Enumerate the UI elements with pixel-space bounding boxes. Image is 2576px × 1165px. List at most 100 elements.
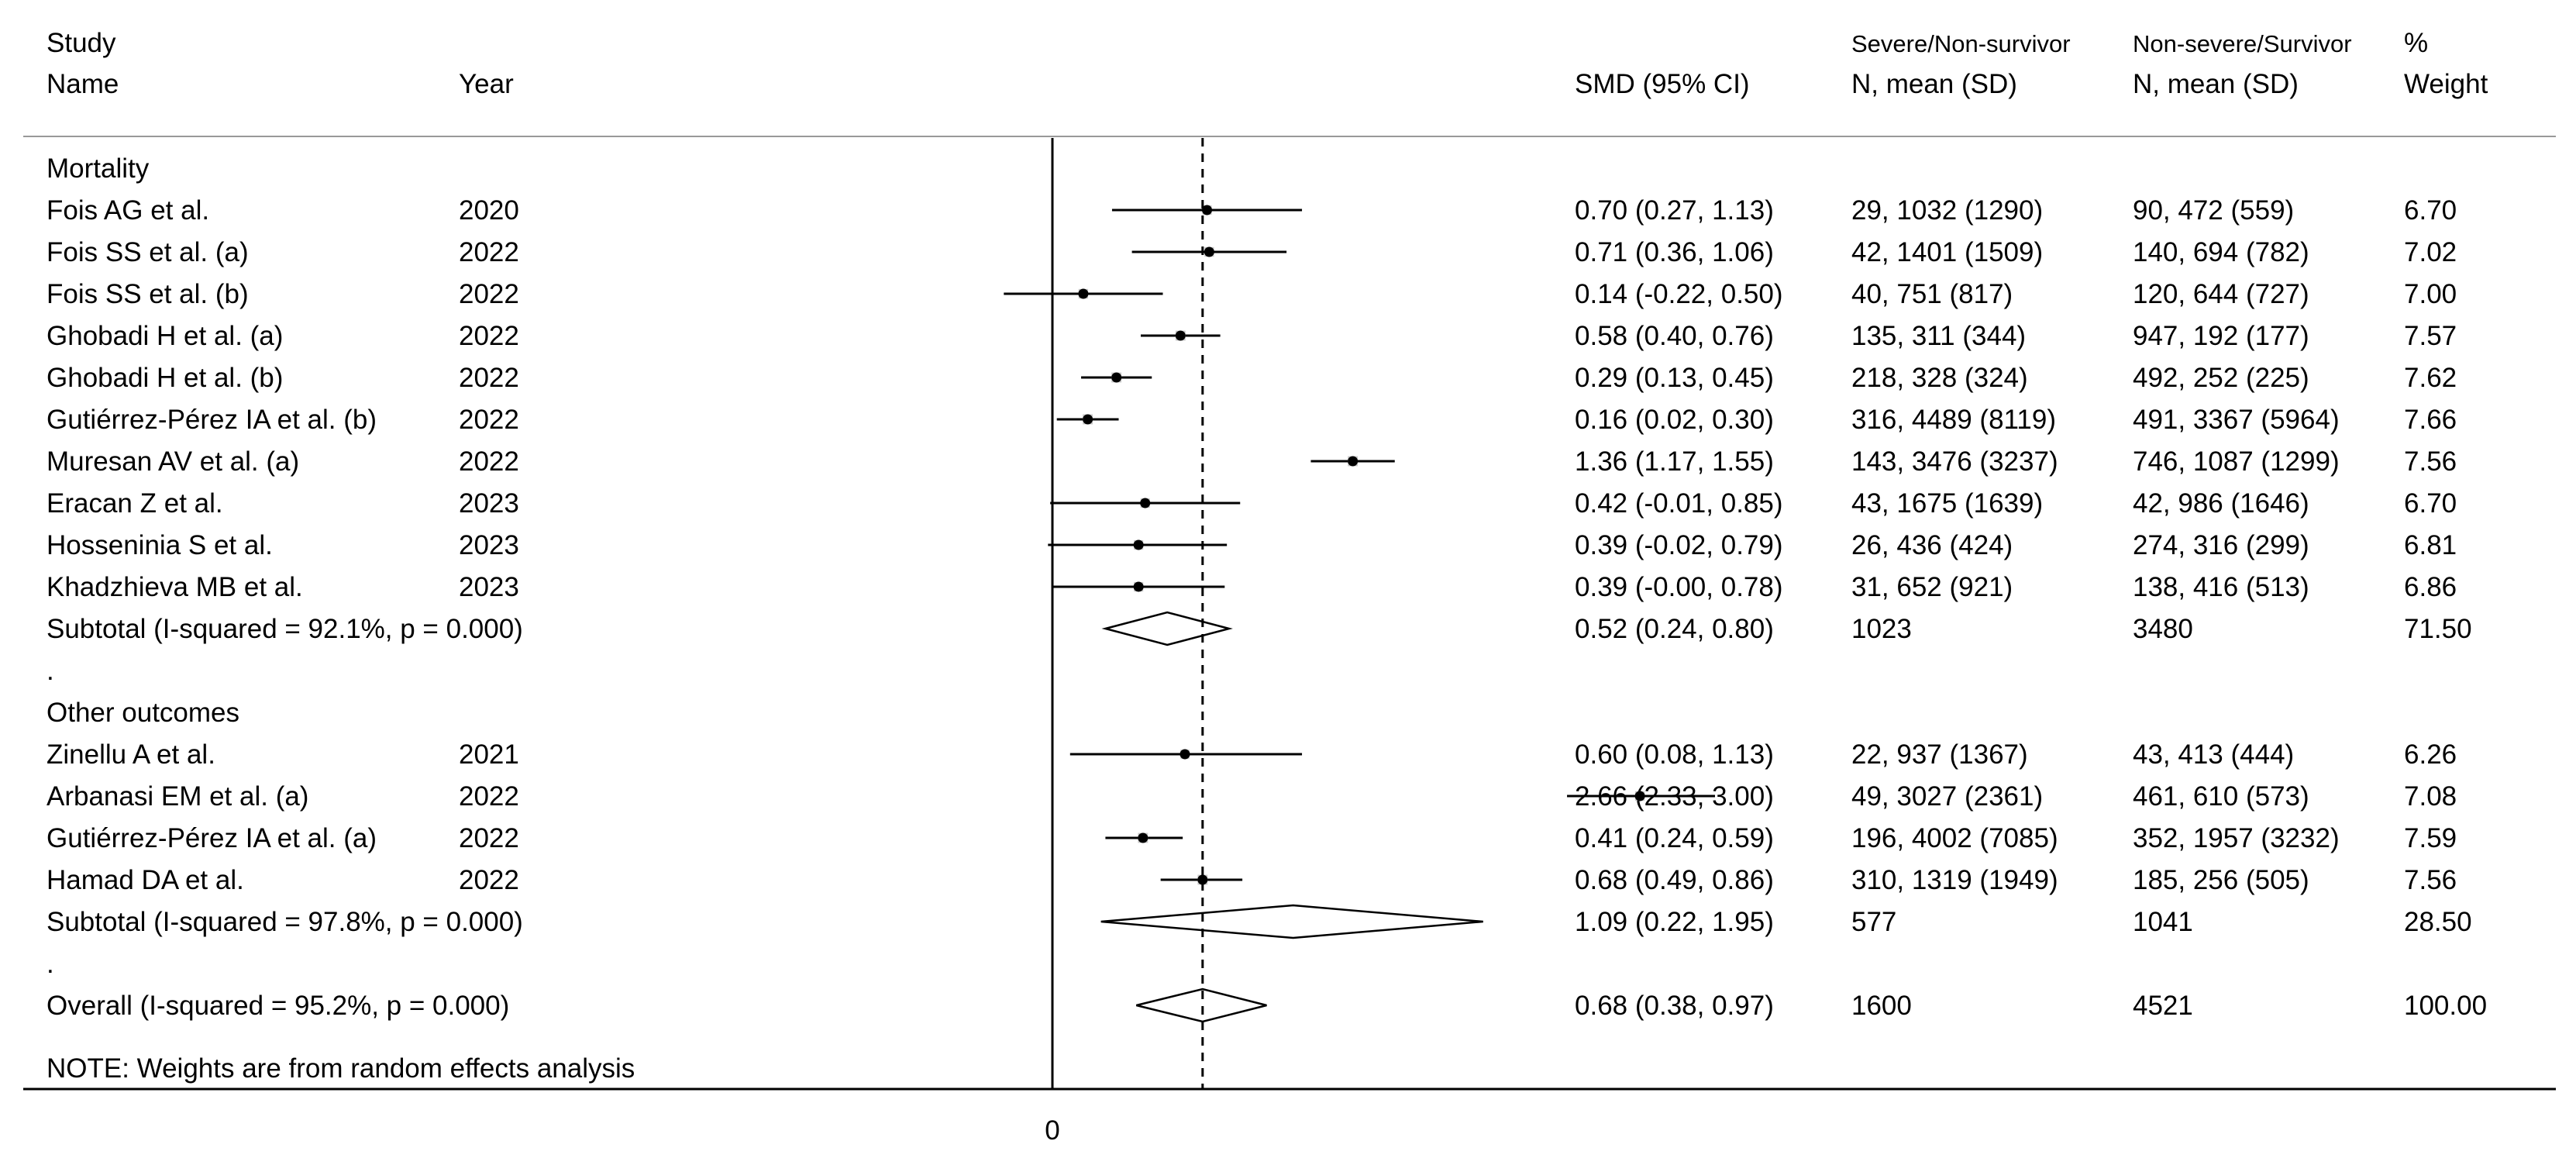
study-weight: 7.59 [2404, 823, 2457, 853]
header-smd: SMD (95% CI) [1575, 69, 1750, 99]
study-severe: 310, 1319 (1949) [1851, 865, 2058, 895]
study-weight: 6.86 [2404, 572, 2457, 602]
study-severe: 196, 4002 (7085) [1851, 823, 2058, 853]
point-estimate [1197, 874, 1208, 885]
study-year: 2022 [459, 279, 519, 309]
study-severe: 218, 328 (324) [1851, 363, 2028, 393]
group-label: Other outcomes [46, 698, 239, 728]
study-ci: 0.70 (0.27, 1.13) [1575, 195, 1774, 226]
study-name: Muresan AV et al. (a) [46, 446, 299, 477]
subtotal-nonsevere: 3480 [2133, 614, 2193, 644]
study-severe: 22, 937 (1367) [1851, 739, 2028, 770]
study-year: 2022 [459, 363, 519, 393]
study-year: 2023 [459, 530, 519, 560]
study-year: 2022 [459, 405, 519, 435]
point-estimate [1078, 288, 1089, 299]
study-year: 2022 [459, 823, 519, 853]
overall-nonsevere: 4521 [2133, 991, 2193, 1021]
point-estimate [1348, 456, 1359, 467]
x-axis: 0 [1045, 1115, 1059, 1146]
study-name: Fois SS et al. (b) [46, 279, 249, 309]
study-ci: 0.68 (0.49, 0.86) [1575, 865, 1774, 895]
study-ci: 0.71 (0.36, 1.06) [1575, 237, 1774, 267]
study-year: 2022 [459, 321, 519, 351]
point-estimate [1133, 539, 1144, 550]
study-severe: 29, 1032 (1290) [1851, 195, 2043, 226]
study-weight: 6.70 [2404, 488, 2457, 519]
overall-ci: 0.68 (0.38, 0.97) [1575, 991, 1774, 1021]
study-year: 2023 [459, 572, 519, 602]
subtotal-weight: 28.50 [2404, 907, 2472, 937]
study-weight: 7.66 [2404, 405, 2457, 435]
study-year: 2020 [459, 195, 519, 226]
study-nonsevere: 491, 3367 (5964) [2133, 405, 2340, 435]
point-estimate [1180, 749, 1190, 760]
study-weight: 7.56 [2404, 865, 2457, 895]
forest-marks [1004, 138, 1715, 1089]
study-nonsevere: 138, 416 (513) [2133, 572, 2309, 602]
study-name: Gutiérrez-Pérez IA et al. (b) [46, 405, 377, 435]
study-weight: 7.08 [2404, 781, 2457, 812]
study-severe: 316, 4489 (8119) [1851, 405, 2056, 435]
study-nonsevere: 140, 694 (782) [2133, 237, 2309, 267]
header-year: Year [459, 69, 514, 99]
study-weight: 7.62 [2404, 363, 2457, 393]
study-nonsevere: 461, 610 (573) [2133, 781, 2309, 812]
study-severe: 143, 3476 (3237) [1851, 446, 2058, 477]
point-estimate [1133, 581, 1144, 592]
study-name: Fois AG et al. [46, 195, 209, 226]
point-estimate [1111, 372, 1122, 383]
point-estimate [1175, 330, 1186, 341]
study-severe: 40, 751 (817) [1851, 279, 2013, 309]
header-study-line1: Study [46, 28, 116, 58]
study-name: Khadzhieva MB et al. [46, 572, 303, 602]
study-severe: 42, 1401 (1509) [1851, 237, 2043, 267]
weights-note: NOTE: Weights are from random effects an… [46, 1053, 635, 1084]
header-weight-line2: Weight [2404, 69, 2488, 99]
study-nonsevere: 42, 986 (1646) [2133, 488, 2309, 519]
study-name: Gutiérrez-Pérez IA et al. (a) [46, 823, 377, 853]
study-severe: 43, 1675 (1639) [1851, 488, 2043, 519]
header-weight-line1: % [2404, 28, 2428, 58]
study-ci: 0.16 (0.02, 0.30) [1575, 405, 1774, 435]
study-nonsevere: 90, 472 (559) [2133, 195, 2294, 226]
study-ci: 0.39 (-0.00, 0.78) [1575, 572, 1783, 602]
study-ci: 0.58 (0.40, 0.76) [1575, 321, 1774, 351]
point-estimate [1634, 791, 1645, 801]
study-nonsevere: 746, 1087 (1299) [2133, 446, 2340, 477]
overall-diamond [1136, 987, 1267, 1023]
spacer-dot: . [46, 949, 54, 979]
study-nonsevere: 947, 192 (177) [2133, 321, 2309, 351]
subtotal-ci: 1.09 (0.22, 1.95) [1575, 907, 1774, 937]
subtotal-ci: 0.52 (0.24, 0.80) [1575, 614, 1774, 644]
point-estimate [1202, 205, 1212, 215]
study-weight: 7.57 [2404, 321, 2457, 351]
study-weight: 7.02 [2404, 237, 2457, 267]
study-ci: 0.14 (-0.22, 0.50) [1575, 279, 1783, 309]
subtotal-severe: 577 [1851, 907, 1896, 937]
study-weight: 6.70 [2404, 195, 2457, 226]
study-weight: 7.56 [2404, 446, 2457, 477]
overall-label: Overall (I-squared = 95.2%, p = 0.000) [46, 991, 509, 1021]
study-ci: 0.60 (0.08, 1.13) [1575, 739, 1774, 770]
study-nonsevere: 120, 644 (727) [2133, 279, 2309, 309]
study-weight: 6.26 [2404, 739, 2457, 770]
study-nonsevere: 352, 1957 (3232) [2133, 823, 2340, 853]
group-label: Mortality [46, 153, 150, 184]
point-estimate [1204, 246, 1214, 257]
study-severe: 31, 652 (921) [1851, 572, 2013, 602]
overall-weight: 100.00 [2404, 991, 2487, 1021]
study-name: Hosseninia S et al. [46, 530, 273, 560]
study-year: 2022 [459, 446, 519, 477]
subtotal-severe: 1023 [1851, 614, 1912, 644]
column-headers: Study Name Year SMD (95% CI) Severe/Non-… [46, 28, 2488, 99]
point-estimate [1138, 832, 1149, 843]
study-ci: 0.39 (-0.02, 0.79) [1575, 530, 1783, 560]
study-ci: 1.36 (1.17, 1.55) [1575, 446, 1774, 477]
forest-rows: Mortality Fois AG et al. 2020 0.70 (0.27, 1… [46, 153, 2487, 1021]
study-name: Ghobadi H et al. (a) [46, 321, 283, 351]
study-nonsevere: 43, 413 (444) [2133, 739, 2294, 770]
study-severe: 49, 3027 (2361) [1851, 781, 2043, 812]
study-name: Eracan Z et al. [46, 488, 223, 519]
study-weight: 7.00 [2404, 279, 2457, 309]
